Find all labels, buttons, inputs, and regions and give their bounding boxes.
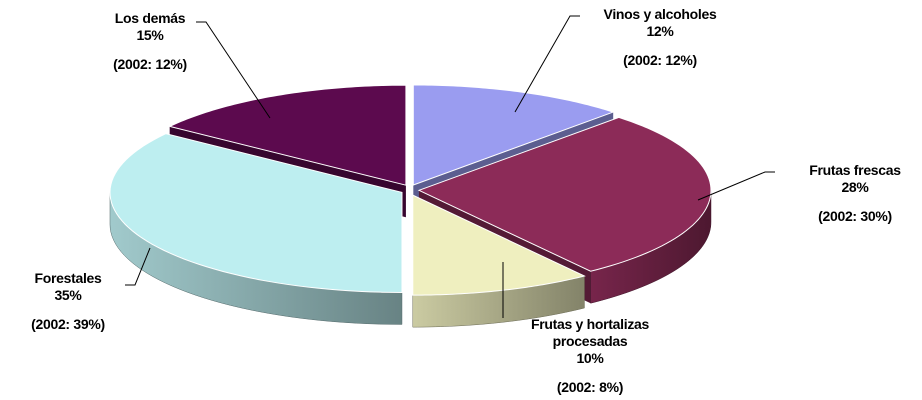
category-label: Vinos y alcoholes <box>603 6 717 22</box>
value-label: 28% <box>841 179 869 195</box>
value-label: 15% <box>136 27 164 43</box>
tops <box>109 84 712 296</box>
category-label: Frutas y hortalizas procesadas <box>530 316 649 349</box>
note-label: (2002: 12%) <box>623 52 697 68</box>
value-label: 12% <box>646 23 674 39</box>
category-label: Los demás <box>114 10 186 26</box>
note-label: (2002: 8%) <box>556 379 624 395</box>
note-label: (2002: 39%) <box>31 316 105 332</box>
leader-line <box>196 21 271 119</box>
value-label: 10% <box>576 350 604 366</box>
slice-label: Vinos y alcoholes 12% (2002: 12%) <box>560 6 760 69</box>
note-label: (2002: 12%) <box>113 56 187 72</box>
leader-line <box>697 171 775 201</box>
slice-label: Frutas y hortalizas procesadas 10% (2002: … <box>495 316 685 396</box>
leader-line <box>125 247 151 286</box>
slice <box>417 116 712 272</box>
slice <box>412 84 615 186</box>
slice-label: Forestales 35% (2002: 39%) <box>0 270 138 333</box>
slice-label: Los demás 15% (2002: 12%) <box>75 10 225 73</box>
leader-line <box>514 15 580 113</box>
value-label: 35% <box>54 287 82 303</box>
note-label: (2002: 30%) <box>818 208 892 224</box>
slice-label: Frutas frescas 28% (2002: 30%) <box>775 162 922 225</box>
slice <box>109 133 403 293</box>
slice <box>168 84 407 186</box>
category-label: Frutas frescas <box>809 162 901 178</box>
category-label: Forestales <box>34 270 102 286</box>
